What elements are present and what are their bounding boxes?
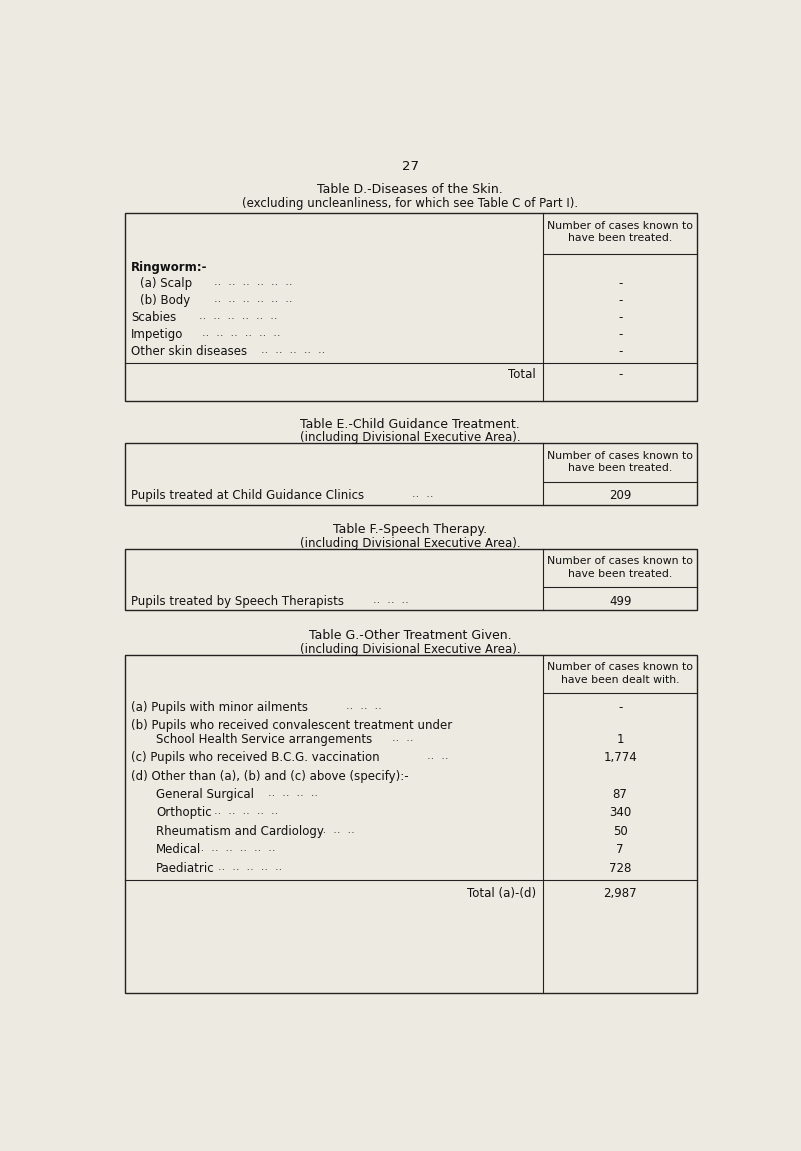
- Text: (including Divisional Executive Area).: (including Divisional Executive Area).: [300, 643, 521, 656]
- Bar: [125, 443, 697, 504]
- Text: Table F.-Speech Therapy.: Table F.-Speech Therapy.: [333, 523, 487, 536]
- Text: ..  ..  ..  ..  ..: .. .. .. .. ..: [260, 345, 324, 356]
- Text: ..  ..  ..  ..  ..  ..: .. .. .. .. .. ..: [214, 277, 292, 288]
- Text: ..  ..  ..: .. .. ..: [346, 701, 381, 711]
- Text: (a) Scalp: (a) Scalp: [140, 277, 192, 290]
- Text: -: -: [618, 367, 622, 381]
- Text: 340: 340: [609, 807, 631, 820]
- Text: (c) Pupils who received B.C.G. vaccination: (c) Pupils who received B.C.G. vaccinati…: [131, 752, 380, 764]
- Text: Other skin diseases: Other skin diseases: [131, 345, 248, 358]
- Text: (including Divisional Executive Area).: (including Divisional Executive Area).: [300, 538, 521, 550]
- Text: 209: 209: [609, 489, 631, 502]
- Text: Pupils treated at Child Guidance Clinics: Pupils treated at Child Guidance Clinics: [131, 489, 364, 502]
- Bar: [125, 549, 697, 610]
- Text: 7: 7: [617, 844, 624, 856]
- Text: Table G.-Other Treatment Given.: Table G.-Other Treatment Given.: [309, 630, 511, 642]
- Text: ..  ..  ..  ..  ..  ..: .. .. .. .. .. ..: [203, 328, 281, 338]
- Text: 27: 27: [401, 160, 419, 173]
- Text: 50: 50: [613, 825, 627, 838]
- Text: 1,774: 1,774: [603, 752, 637, 764]
- Text: Pupils treated by Speech Therapists: Pupils treated by Speech Therapists: [131, 595, 344, 608]
- Text: (excluding uncleanliness, for which see Table C of Part I).: (excluding uncleanliness, for which see …: [242, 197, 578, 209]
- Text: ..  ..: .. ..: [427, 752, 449, 761]
- Bar: [125, 655, 697, 993]
- Text: Paediatric: Paediatric: [156, 862, 215, 875]
- Text: have been treated.: have been treated.: [568, 569, 672, 579]
- Text: -: -: [618, 328, 622, 342]
- Text: 2,987: 2,987: [603, 887, 637, 900]
- Text: -: -: [618, 312, 622, 325]
- Text: ..  ..: .. ..: [412, 489, 433, 500]
- Text: General Surgical: General Surgical: [156, 788, 254, 801]
- Text: Number of cases known to: Number of cases known to: [547, 663, 693, 672]
- Text: ..  ..  ..  ..  ..: .. .. .. .. ..: [214, 807, 278, 816]
- Text: (b) Body: (b) Body: [140, 295, 191, 307]
- Text: (a) Pupils with minor ailments: (a) Pupils with minor ailments: [131, 701, 308, 714]
- Text: School Health Service arrangements: School Health Service arrangements: [156, 732, 372, 746]
- Text: have been treated.: have been treated.: [568, 233, 672, 243]
- Text: -: -: [618, 295, 622, 307]
- Text: -: -: [618, 701, 622, 714]
- Text: have been treated.: have been treated.: [568, 463, 672, 473]
- Text: ..  ..  ..  ..  ..  ..: .. .. .. .. .. ..: [214, 295, 292, 304]
- Bar: [125, 213, 697, 402]
- Text: 87: 87: [613, 788, 628, 801]
- Text: Rheumatism and Cardiology: Rheumatism and Cardiology: [156, 825, 324, 838]
- Text: have been dealt with.: have been dealt with.: [561, 674, 679, 685]
- Text: (including Divisional Executive Area).: (including Divisional Executive Area).: [300, 432, 521, 444]
- Text: Number of cases known to: Number of cases known to: [547, 451, 693, 460]
- Text: Table D.-Diseases of the Skin.: Table D.-Diseases of the Skin.: [317, 183, 503, 196]
- Text: Orthoptic: Orthoptic: [156, 807, 211, 820]
- Text: ..  ..  ..  ..: .. .. .. ..: [268, 788, 318, 798]
- Text: Total (a)-(d): Total (a)-(d): [466, 887, 536, 900]
- Text: -: -: [618, 277, 622, 290]
- Text: ..  ..  ..: .. .. ..: [373, 595, 409, 604]
- Text: Scabies: Scabies: [131, 312, 176, 325]
- Text: Medical: Medical: [156, 844, 201, 856]
- Text: (d) Other than (a), (b) and (c) above (specify):-: (d) Other than (a), (b) and (c) above (s…: [131, 770, 409, 783]
- Text: (b) Pupils who received convalescent treatment under: (b) Pupils who received convalescent tre…: [131, 719, 453, 732]
- Text: ..  ..  ..: .. .. ..: [319, 825, 354, 834]
- Text: 499: 499: [609, 595, 631, 608]
- Text: ..  ..: .. ..: [392, 732, 414, 742]
- Text: 728: 728: [609, 862, 631, 875]
- Text: Table E.-Child Guidance Treatment.: Table E.-Child Guidance Treatment.: [300, 418, 520, 430]
- Text: ..  ..  ..  ..  ..: .. .. .. .. ..: [218, 862, 282, 872]
- Text: -: -: [618, 345, 622, 358]
- Text: Number of cases known to: Number of cases known to: [547, 221, 693, 230]
- Text: ..  ..  ..  ..  ..  ..: .. .. .. .. .. ..: [199, 312, 277, 321]
- Text: Total: Total: [508, 367, 536, 381]
- Text: Ringworm:-: Ringworm:-: [131, 260, 207, 274]
- Text: Number of cases known to: Number of cases known to: [547, 556, 693, 566]
- Text: Impetigo: Impetigo: [131, 328, 183, 342]
- Text: ..  ..  ..  ..  ..  ..: .. .. .. .. .. ..: [197, 844, 276, 853]
- Text: 1: 1: [617, 732, 624, 746]
